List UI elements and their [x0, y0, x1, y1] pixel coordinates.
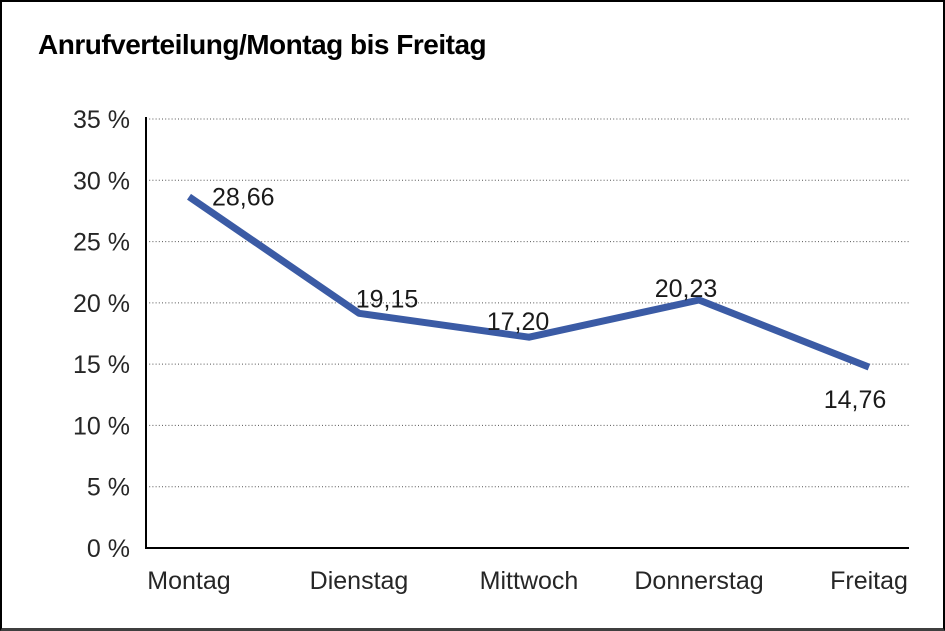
y-axis-tick-label: 0 % — [87, 535, 130, 563]
y-axis-tick-label: 35 % — [73, 106, 130, 134]
data-point-label: 28,66 — [212, 184, 275, 212]
x-axis-tick-label: Montag — [147, 567, 230, 595]
x-axis-tick-label: Mittwoch — [480, 567, 579, 595]
x-axis-tick-label: Dienstag — [310, 567, 409, 595]
x-axis-tick-label: Donnerstag — [634, 567, 763, 595]
y-axis-tick-label: 25 % — [73, 229, 130, 257]
data-point-label: 17,20 — [487, 308, 550, 336]
data-series-line — [187, 193, 871, 371]
y-axis-tick-label: 10 % — [73, 412, 130, 440]
data-point-label: 19,15 — [356, 285, 419, 313]
y-axis-tick-label: 20 % — [73, 290, 130, 318]
y-axis-tick-label: 15 % — [73, 351, 130, 379]
chart-title: Anrufverteilung/Montag bis Freitag — [38, 29, 487, 60]
y-axis-tick-label: 5 % — [87, 474, 130, 502]
y-axis-tick-label: 30 % — [73, 167, 130, 195]
data-point-label: 14,76 — [824, 386, 887, 414]
x-axis-tick-label: Freitag — [830, 567, 908, 595]
data-point-label: 20,23 — [655, 275, 718, 303]
